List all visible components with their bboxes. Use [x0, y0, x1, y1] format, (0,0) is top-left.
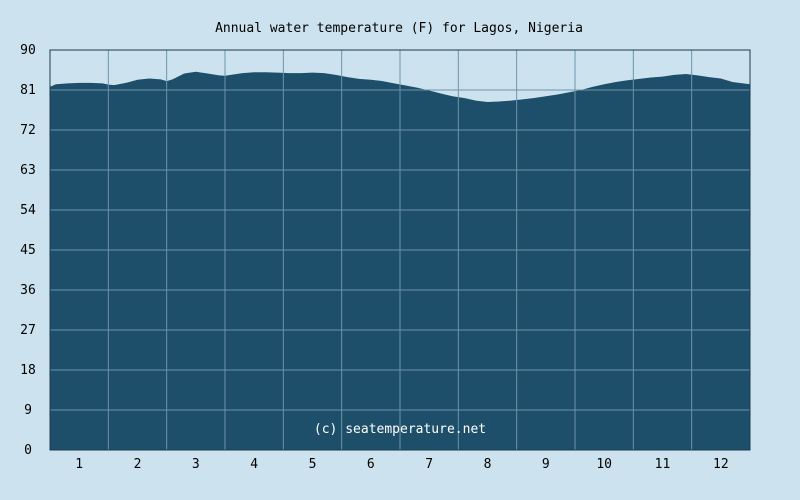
y-tick-label: 18	[20, 363, 36, 378]
y-tick-label: 36	[20, 283, 36, 298]
x-axis-tick-labels: 1 2 3 4 5 6 7 8 9 10 11 12	[75, 457, 728, 472]
x-tick-label: 9	[542, 457, 550, 472]
x-tick-label: 6	[367, 457, 375, 472]
x-tick-label: 10	[596, 457, 612, 472]
chart-title: Annual water temperature (F) for Lagos, …	[215, 21, 583, 36]
x-tick-label: 5	[309, 457, 317, 472]
x-tick-label: 3	[192, 457, 200, 472]
x-tick-label: 8	[484, 457, 492, 472]
y-tick-label: 63	[20, 163, 36, 178]
plot-border	[49, 49, 751, 451]
x-tick-label: 7	[425, 457, 433, 472]
y-tick-label: 72	[20, 123, 36, 138]
y-tick-label: 90	[20, 43, 36, 58]
x-tick-label: 2	[134, 457, 142, 472]
grid-lines	[50, 50, 750, 450]
y-tick-label: 9	[24, 403, 32, 418]
x-tick-label: 11	[655, 457, 671, 472]
y-axis-tick-labels: 0 9 18 27 36 45 54 63 72 81 90	[20, 43, 36, 458]
y-tick-label: 0	[24, 443, 32, 458]
y-tick-label: 45	[20, 243, 36, 258]
x-tick-label: 1	[75, 457, 83, 472]
y-tick-label: 81	[20, 83, 36, 98]
copyright-watermark: (c) seatemperature.net	[314, 422, 486, 437]
y-tick-label: 54	[20, 203, 36, 218]
x-tick-label: 4	[250, 457, 258, 472]
x-tick-label: 12	[713, 457, 729, 472]
y-tick-label: 27	[20, 323, 36, 338]
